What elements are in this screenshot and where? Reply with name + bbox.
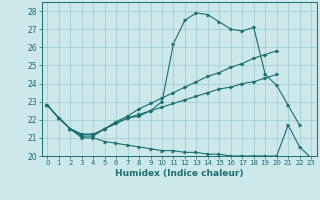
X-axis label: Humidex (Indice chaleur): Humidex (Indice chaleur)	[115, 169, 244, 178]
